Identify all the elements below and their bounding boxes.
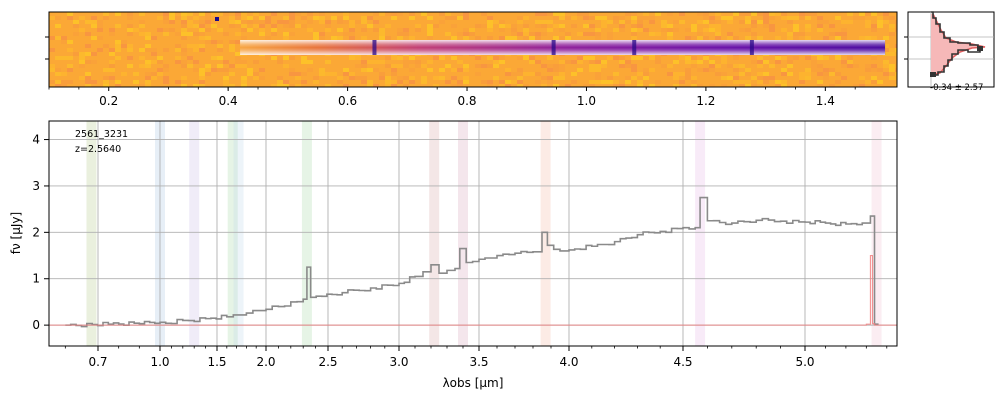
x-tick-label: 1.0 [150, 355, 169, 369]
x-tick-label: 2.0 [256, 355, 275, 369]
spectrum-series [49, 196, 897, 328]
spectrum-2d-frame [48, 11, 898, 88]
top-x-tick-label: 0.2 [99, 94, 118, 108]
emission-line-band [429, 121, 440, 346]
x-tick-label: 4.5 [673, 355, 692, 369]
emission-line-band [189, 121, 200, 346]
profile-annotation: -0.34 ± 2.57 [930, 83, 983, 93]
emission-line-band [540, 121, 551, 346]
y-axis-label: fν [μJy] [9, 212, 23, 254]
x-tick-label: 1.5 [207, 355, 226, 369]
trace-emission-feature [749, 40, 754, 55]
plot-background [49, 121, 897, 346]
emission-line-band [233, 121, 244, 346]
spectrum-2d-hot-pixel [215, 17, 219, 21]
trace-emission-feature [632, 40, 637, 55]
trace-emission-feature [372, 40, 377, 55]
spectrum-data-line [65, 196, 879, 328]
top-x-tick-label: 1.0 [577, 94, 596, 108]
emission-line-band [86, 121, 97, 346]
top-x-tick-label: 0.8 [457, 94, 476, 108]
y-tick-label: 1 [32, 272, 40, 286]
spectrum-2d-trace-fade [240, 40, 886, 55]
emission-line-band [871, 121, 882, 346]
emission-line-band [695, 121, 706, 346]
profile-fill [931, 14, 985, 75]
emission-line-band [227, 121, 238, 346]
profile-panel: -0.34 ± 2.57 [904, 11, 995, 93]
y-tick-label: 3 [32, 179, 40, 193]
x-tick-label: 5.0 [795, 355, 814, 369]
y-axis: 0 1 2 3 4 [32, 133, 49, 332]
plot-frame [48, 120, 898, 347]
emission-line-band [301, 121, 312, 346]
x-tick-label: 3.5 [469, 355, 488, 369]
object-id-label: 2561_3231 [75, 129, 128, 140]
x-tick-label: 0.7 [88, 355, 107, 369]
top-x-tick-label: 1.4 [816, 94, 835, 108]
spectrum-model-line [49, 254, 897, 326]
top-x-tick-label: 1.2 [696, 94, 715, 108]
spectrum-2d-x-axis: 0.2 0.4 0.6 0.8 1.0 1.2 1.4 [48, 87, 856, 108]
top-x-tick-label: 0.4 [219, 94, 238, 108]
y-tick-label: 2 [32, 225, 40, 239]
spectrum-2d-panel [49, 12, 897, 87]
x-tick-label: 2.5 [318, 355, 337, 369]
x-tick-label: 4.0 [559, 355, 578, 369]
y-tick-label: 4 [32, 133, 40, 147]
redshift-label: z=2.5640 [75, 144, 121, 155]
emission-line-band [458, 121, 468, 346]
trace-emission-feature [551, 40, 556, 55]
x-axis: 0.7 1.0 1.5 2.0 2.5 3.0 3.5 4.0 4.5 5.0 [64, 346, 888, 369]
x-tick-label: 3.0 [389, 355, 408, 369]
y-tick-label: 0 [32, 318, 40, 332]
top-x-tick-label: 0.6 [338, 94, 357, 108]
x-axis-label: λobs [μm] [443, 376, 504, 390]
spectrum-1d-panel: 0.7 1.0 1.5 2.0 2.5 3.0 3.5 4.0 4.5 5.0 0 1 2 3 4 256… [9, 120, 898, 390]
spectrum-2d-emission-features [372, 40, 754, 55]
